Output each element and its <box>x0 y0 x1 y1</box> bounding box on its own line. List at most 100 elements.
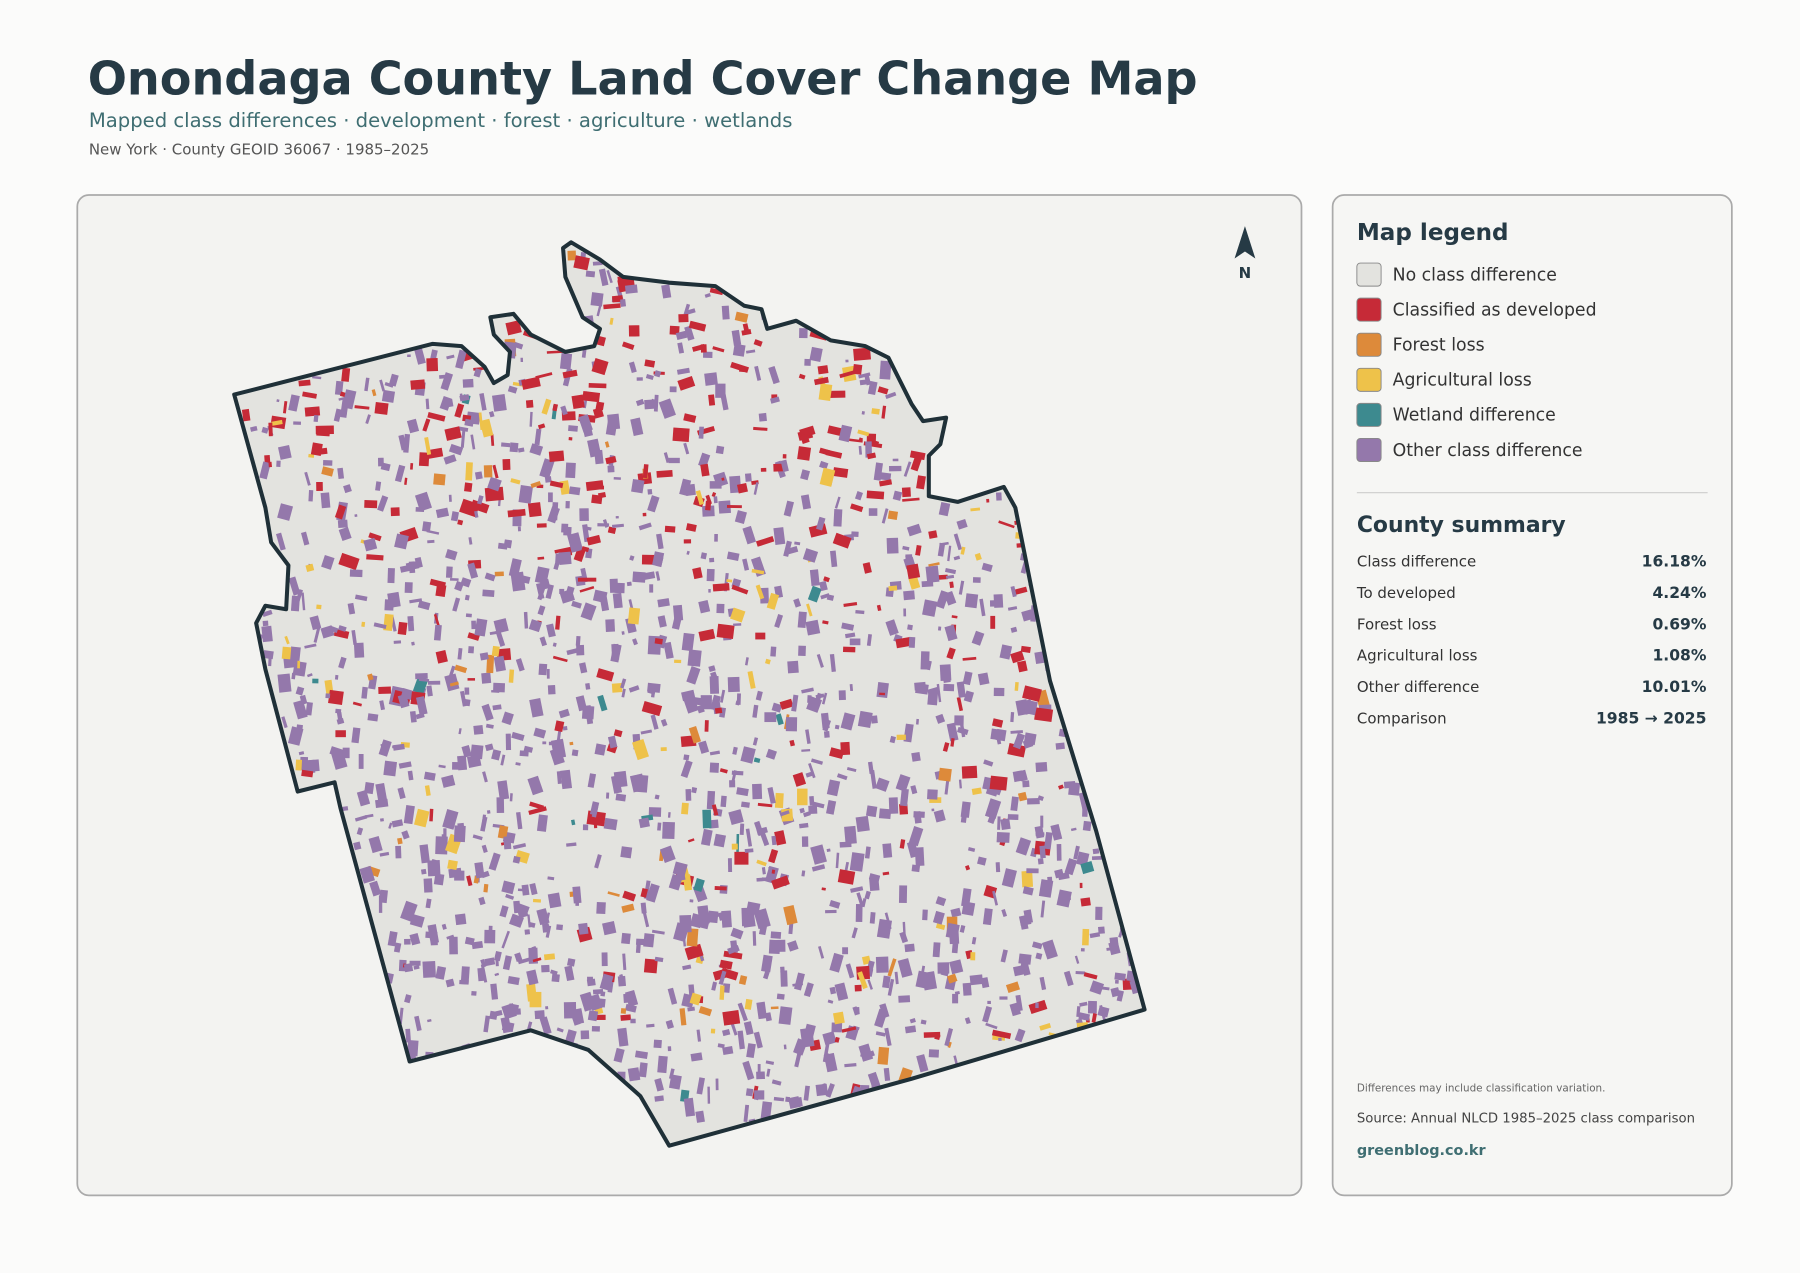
change-patch <box>836 773 848 781</box>
change-patch <box>650 688 656 698</box>
change-patch <box>413 808 430 828</box>
change-patch <box>605 455 617 465</box>
change-patch <box>755 690 763 701</box>
change-patch <box>384 381 394 388</box>
change-patch <box>922 599 938 617</box>
change-patch <box>508 669 515 683</box>
change-patch <box>298 379 311 387</box>
change-patch <box>628 325 640 337</box>
change-patch <box>457 426 469 432</box>
note: Differences may include classification v… <box>1357 1082 1606 1094</box>
change-patch <box>529 883 538 896</box>
change-patch <box>299 694 308 705</box>
change-patch <box>517 447 525 453</box>
change-patch <box>589 801 600 816</box>
change-patch <box>534 428 542 446</box>
change-patch <box>316 429 330 437</box>
change-patch <box>415 507 425 513</box>
change-patch <box>595 401 605 411</box>
change-patch <box>803 982 814 998</box>
change-patch <box>949 959 964 975</box>
change-patch <box>962 982 972 996</box>
change-patch <box>261 625 273 643</box>
change-patch <box>556 1027 564 1033</box>
change-patch <box>277 673 292 693</box>
change-patch <box>685 308 696 315</box>
change-patch <box>1007 814 1019 821</box>
change-patch <box>1026 868 1039 874</box>
change-patch <box>561 523 569 533</box>
change-patch <box>740 746 756 764</box>
change-patch <box>875 777 890 792</box>
change-patch <box>1001 868 1017 888</box>
change-patch <box>972 577 981 583</box>
summary-label: Agricultural loss <box>1357 647 1478 665</box>
change-patch <box>683 696 699 714</box>
change-patch <box>611 523 625 529</box>
change-patch <box>773 463 785 472</box>
change-patch <box>783 540 792 557</box>
change-patch <box>425 398 430 410</box>
change-patch <box>646 883 660 903</box>
change-patch <box>318 447 328 455</box>
change-patch <box>438 764 446 769</box>
change-patch <box>338 526 352 542</box>
change-patch <box>928 1049 940 1058</box>
change-patch <box>477 495 484 505</box>
change-patch <box>654 794 660 800</box>
change-patch <box>531 946 537 950</box>
change-patch <box>422 961 436 978</box>
change-patch <box>771 835 777 846</box>
change-patch <box>354 514 358 517</box>
change-patch <box>660 718 668 727</box>
change-patch <box>768 365 780 385</box>
change-patch <box>551 973 560 983</box>
change-patch <box>754 1090 765 1100</box>
change-patch <box>1034 707 1054 723</box>
change-patch <box>997 816 1001 830</box>
change-patch <box>753 757 761 763</box>
change-patch <box>536 908 550 926</box>
change-patch <box>908 826 924 847</box>
north-arrow <box>1234 226 1256 259</box>
change-patch <box>730 927 744 940</box>
change-patch <box>461 744 472 758</box>
change-patch <box>445 978 455 988</box>
change-patch <box>527 502 542 518</box>
change-patch <box>884 912 892 930</box>
change-patch <box>980 977 990 989</box>
change-patch <box>622 890 637 902</box>
change-patch <box>753 482 759 495</box>
change-patch <box>778 1006 793 1025</box>
change-patch <box>454 580 464 592</box>
change-patch <box>775 713 784 726</box>
change-patch <box>548 450 565 462</box>
change-patch <box>532 898 541 903</box>
change-patch <box>545 925 552 938</box>
change-patch <box>321 554 335 570</box>
change-patch <box>760 467 767 472</box>
change-patch <box>800 469 811 481</box>
change-patch <box>715 383 726 398</box>
change-patch <box>1039 845 1046 859</box>
change-patch <box>377 495 389 512</box>
change-patch <box>464 418 474 427</box>
change-patch <box>655 556 664 568</box>
change-patch <box>758 412 767 422</box>
change-patch <box>375 481 382 491</box>
change-patch <box>587 773 597 788</box>
change-patch <box>505 320 522 336</box>
change-patch <box>1018 953 1032 965</box>
change-patch <box>954 990 960 995</box>
change-patch <box>497 780 510 800</box>
change-patch <box>889 735 896 744</box>
change-patch <box>484 929 496 944</box>
change-patch <box>517 574 531 584</box>
change-patch <box>499 905 509 918</box>
change-patch <box>928 562 940 567</box>
change-patch <box>674 659 682 664</box>
change-patch <box>832 467 849 478</box>
legend-label: Agricultural loss <box>1393 371 1532 391</box>
change-patch <box>895 637 912 649</box>
change-patch <box>603 303 621 310</box>
